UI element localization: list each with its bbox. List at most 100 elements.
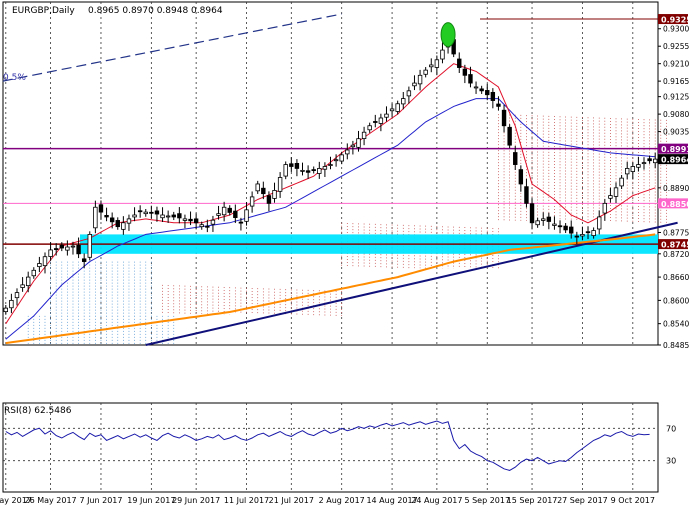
candle-body	[221, 206, 227, 216]
candle-body	[608, 195, 613, 199]
candle-body	[630, 166, 636, 172]
price-tag-bg	[658, 198, 688, 209]
candle-body	[401, 98, 406, 105]
candle-body	[3, 307, 8, 313]
candle-body	[81, 258, 87, 262]
price-tag-label: 0.8991	[661, 145, 690, 154]
candle-body	[373, 121, 378, 123]
price-tick-label: 0.9255	[663, 42, 689, 51]
upper-dashed-trendline	[2, 13, 342, 82]
candle-body	[283, 164, 288, 177]
grid	[2, 1, 659, 493]
candle-body	[255, 183, 260, 192]
price-tick-label: 0.9080	[663, 110, 689, 119]
candle-body	[597, 216, 602, 230]
price-tick-label: 0.8600	[663, 296, 689, 305]
candle-body	[9, 299, 14, 309]
candle-body	[339, 154, 344, 162]
candle-body	[244, 209, 249, 222]
candle-body	[473, 86, 479, 89]
rsi-line	[5, 420, 650, 471]
candle-body	[294, 162, 300, 169]
candle-body	[188, 218, 193, 222]
candle-body	[529, 203, 535, 224]
candle-body	[109, 217, 115, 223]
date-tick-label: 16 May 2017	[0, 496, 32, 505]
candle-body	[378, 117, 384, 124]
candle-body	[272, 190, 277, 199]
candle-body	[468, 74, 473, 84]
date-tick-label: 29 Jun 2017	[172, 496, 220, 505]
date-tick-label: 24 Aug 2017	[411, 496, 462, 505]
candle-body	[87, 234, 92, 258]
candle-body	[104, 214, 109, 218]
candle-body	[132, 214, 137, 218]
candle-body	[115, 220, 120, 228]
candle-body	[261, 187, 266, 195]
candle-body	[574, 235, 580, 238]
date-tick-label: 11 Jul 2017	[224, 496, 269, 505]
candle-body	[619, 177, 624, 187]
candle-body	[305, 170, 311, 173]
candle-body	[625, 168, 630, 175]
candle-body	[65, 246, 70, 251]
date-tick-label: 2 Aug 2017	[319, 496, 365, 505]
candle-body	[70, 245, 76, 248]
price-tick-label: 0.8540	[663, 320, 689, 329]
price-tag-label: 0.8745	[661, 241, 690, 250]
candle-body	[367, 125, 372, 131]
candle-body	[76, 244, 81, 255]
symbol-label: EURGBP,Daily	[12, 6, 75, 16]
candle-body	[580, 234, 585, 237]
candle-body	[395, 103, 400, 112]
candle-body	[513, 152, 518, 165]
candle-body	[384, 113, 389, 118]
candle-body	[59, 244, 64, 249]
candle-body	[591, 230, 596, 236]
candle-body	[546, 216, 552, 222]
candle-body	[350, 144, 356, 148]
rsi-level-label: 70	[666, 424, 676, 433]
candle-body	[434, 59, 440, 68]
candle-body	[42, 256, 48, 267]
candle-body	[149, 211, 154, 214]
candle-body	[300, 169, 305, 172]
candle-body	[193, 218, 199, 224]
candle-body	[507, 126, 512, 146]
candle-body	[501, 109, 507, 127]
candle-body	[14, 292, 20, 299]
price-tick-label: 0.8485	[663, 341, 689, 350]
candle-body	[216, 213, 221, 216]
candle-body	[328, 164, 333, 166]
price-tick-label: 0.8890	[663, 184, 689, 193]
candle-body	[289, 163, 294, 167]
candle-body	[479, 88, 484, 92]
kijun-sen-line	[5, 98, 656, 340]
candle-body	[126, 218, 132, 224]
rising-trendline	[145, 221, 678, 346]
candle-body	[48, 249, 53, 257]
candle-body	[20, 284, 25, 288]
candle-body	[356, 138, 361, 148]
date-tick-label: 14 Aug 2017	[366, 496, 417, 505]
price-tick-label: 0.9210	[663, 60, 689, 69]
candle-body	[317, 168, 322, 174]
candle-body	[277, 177, 283, 192]
candle-body	[485, 90, 490, 96]
date-tick-label: 26 May 2017	[24, 496, 76, 505]
candle-body	[177, 213, 182, 219]
candle-body	[199, 224, 204, 228]
indicator-lines	[2, 13, 678, 346]
candle-body	[311, 169, 316, 172]
date-tick-label: 19 Jun 2017	[127, 496, 175, 505]
candle-body	[98, 204, 104, 213]
candle-body	[552, 223, 557, 226]
candle-body	[37, 263, 42, 268]
price-axis: 0.9325 0.8991 0.8964 0.8850 0.8745 0.9300 0.92…	[658, 14, 690, 350]
candle-body	[462, 68, 468, 76]
candle-body	[154, 210, 160, 215]
candle-body	[345, 149, 350, 155]
